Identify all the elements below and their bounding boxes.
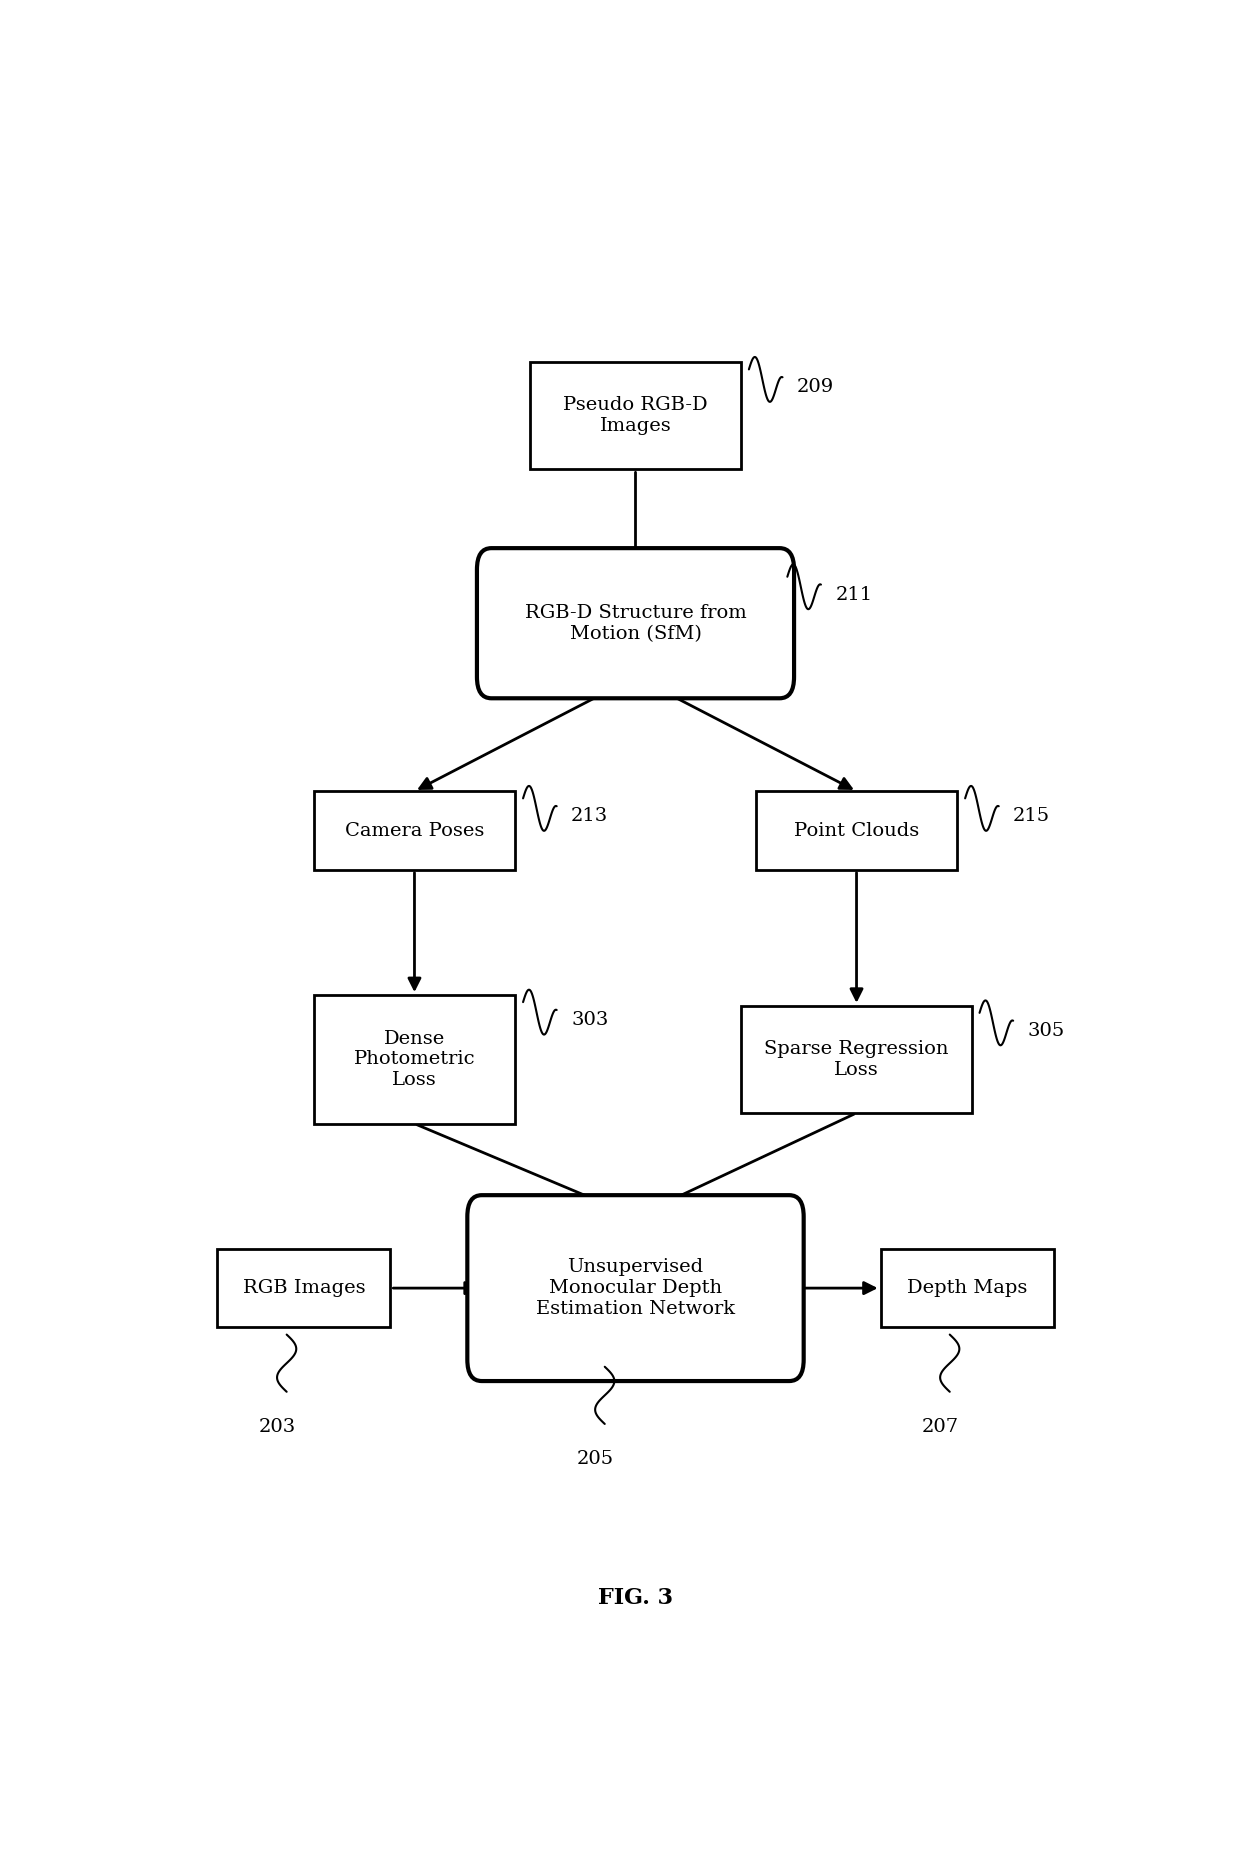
Text: 211: 211	[836, 585, 873, 604]
Text: 205: 205	[577, 1450, 614, 1467]
Text: Pseudo RGB-D
Images: Pseudo RGB-D Images	[563, 397, 708, 435]
Text: Camera Poses: Camera Poses	[345, 821, 484, 839]
Bar	[755, 791, 957, 869]
FancyBboxPatch shape	[467, 1196, 804, 1382]
Text: 215: 215	[1013, 808, 1050, 825]
Text: 303: 303	[572, 1010, 609, 1029]
Text: 203: 203	[258, 1417, 295, 1435]
Bar	[217, 1248, 391, 1328]
Text: RGB Images: RGB Images	[243, 1279, 366, 1296]
Text: 209: 209	[797, 379, 835, 396]
Bar	[880, 1248, 1054, 1328]
Text: Dense
Photometric
Loss: Dense Photometric Loss	[353, 1029, 475, 1088]
Text: Sparse Regression
Loss: Sparse Regression Loss	[764, 1040, 949, 1079]
Bar	[742, 1006, 972, 1112]
Text: RGB-D Structure from
Motion (SfM): RGB-D Structure from Motion (SfM)	[525, 604, 746, 643]
Bar	[314, 995, 516, 1123]
FancyBboxPatch shape	[477, 548, 794, 698]
Text: FIG. 3: FIG. 3	[598, 1588, 673, 1610]
Text: 305: 305	[1028, 1021, 1065, 1040]
Text: 207: 207	[921, 1417, 959, 1435]
Bar	[314, 791, 516, 869]
Text: 213: 213	[572, 808, 609, 825]
Text: Unsupervised
Monocular Depth
Estimation Network: Unsupervised Monocular Depth Estimation …	[536, 1259, 735, 1318]
Text: Point Clouds: Point Clouds	[794, 821, 919, 839]
Text: Depth Maps: Depth Maps	[906, 1279, 1027, 1296]
Bar	[529, 362, 742, 470]
